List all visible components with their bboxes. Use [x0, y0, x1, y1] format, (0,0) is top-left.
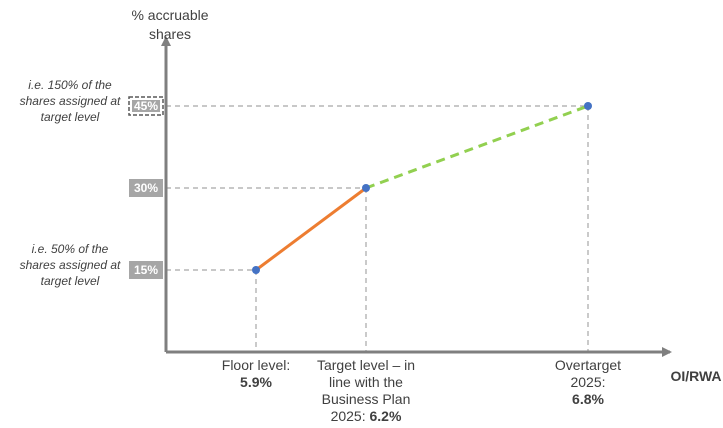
x-label-1-line-2: Business Plan	[322, 391, 411, 407]
y-note-0-line-1: shares assigned at	[20, 94, 121, 108]
x-label-0-line-1: 5.9%	[240, 374, 272, 390]
y-axis-title-line-1: shares	[149, 26, 191, 42]
y-tick-box-0	[129, 261, 163, 279]
x-label-1-line-3-text: 2025:	[331, 408, 370, 424]
x-label-1-line-3: 2025: 6.2%	[331, 408, 402, 424]
y-note-1-line-2: target level	[41, 274, 100, 288]
y-note-0-line-2: target level	[41, 110, 100, 124]
y-axis-title-line-0: % accruable	[131, 7, 208, 23]
y-tick-box-1	[129, 179, 163, 197]
x-label-1-line-0: Target level – in	[317, 357, 415, 373]
x-label-1-line-1: line with the	[329, 374, 403, 390]
data-point-2	[584, 102, 592, 110]
x-label-0-line-0: Floor level:	[222, 357, 290, 373]
y-note-1-line-0: i.e. 50% of the	[32, 242, 109, 256]
x-label-2-line-0: Overtarget	[555, 357, 621, 373]
x-axis-title: OI/RWA	[670, 368, 721, 384]
data-point-0	[252, 266, 260, 274]
y-tick-label-2: 45%	[134, 99, 158, 113]
y-tick-label-0: 15%	[134, 263, 158, 277]
y-note-1-line-1: shares assigned at	[20, 258, 121, 272]
y-note-0-line-0: i.e. 150% of the	[28, 78, 112, 92]
data-point-1	[362, 184, 370, 192]
x-label-2-line-1: 2025:	[570, 374, 605, 390]
x-label-1-line-3-value: 6.2%	[370, 408, 402, 424]
y-tick-label-1: 30%	[134, 181, 158, 195]
series-segment-1	[365, 104, 589, 190]
x-label-2-line-2: 6.8%	[572, 391, 604, 407]
series-segment-0	[255, 186, 367, 272]
y-tick-box-inner-2	[132, 100, 160, 112]
